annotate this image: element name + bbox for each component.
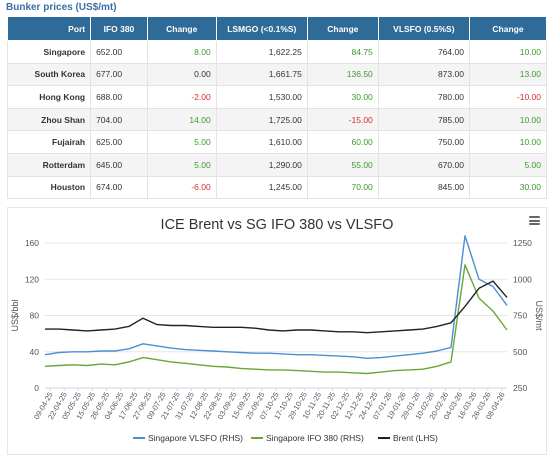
- legend-item: Singapore IFO 380 (RHS): [266, 433, 364, 443]
- vlsfo-cell: 670.00: [377, 152, 470, 177]
- vlsfo-change-cell: 10.00: [468, 130, 548, 154]
- vlsfo-cell: 764.00: [377, 40, 470, 64]
- lsmgo-cell: 1,530.00: [215, 85, 308, 109]
- vlsfo-cell: 785.00: [377, 107, 470, 132]
- bunker-prices-table: Port IFO 380 Change LSMGO (<0.1%S) Chang…: [6, 16, 548, 200]
- y-tick-left: 120: [25, 274, 39, 284]
- series-line-0[interactable]: [44, 235, 508, 360]
- table-row: Houston 674.00 -6.00 1,245.00 70.00 845.00 30.…: [6, 175, 548, 200]
- col-header-vlsfo-change[interactable]: Change: [468, 16, 548, 41]
- vlsfo-change-cell: 5.00: [468, 152, 548, 177]
- table-body: Singapore 652.00 8.00 1,622.25 84.75 764.00 10…: [6, 40, 548, 200]
- lsmgo-change-cell: 55.00: [306, 152, 379, 177]
- chart-title: ICE Brent vs SG IFO 380 vs VLSFO: [161, 217, 394, 233]
- legend-item: Brent (LHS): [393, 433, 438, 443]
- ifo380-cell: 688.00: [90, 85, 148, 109]
- y-tick-right: 1250: [513, 238, 532, 248]
- ifo380-cell: 704.00: [90, 107, 148, 132]
- col-header-lsmgo-change[interactable]: Change: [306, 16, 379, 41]
- y-tick-right: 750: [513, 311, 527, 321]
- line-chart: ICE Brent vs SG IFO 380 vs VLSFO 0 40 80 120…: [10, 217, 544, 443]
- lsmgo-change-cell: 136.50: [306, 62, 379, 87]
- y-axis-label-left: US$/bbl: [10, 299, 20, 331]
- vlsfo-change-cell: -10.00: [468, 85, 548, 109]
- table-header-row: Port IFO 380 Change LSMGO (<0.1%S) Chang…: [6, 16, 548, 41]
- port-cell: Zhou Shan: [6, 107, 92, 132]
- table-row: South Korea 677.00 0.00 1,661.75 136.50 873.0…: [6, 62, 548, 87]
- lsmgo-cell: 1,622.25: [215, 40, 308, 64]
- y-tick-right: 250: [513, 383, 527, 393]
- vlsfo-change-cell: 10.00: [468, 40, 548, 64]
- chart-container: ICE Brent vs SG IFO 380 vs VLSFO 0 40 80 120…: [7, 207, 547, 455]
- ifo380-change-cell: -2.00: [146, 85, 217, 109]
- ifo380-change-cell: 5.00: [146, 130, 217, 154]
- vlsfo-change-cell: 13.00: [468, 62, 548, 87]
- lsmgo-cell: 1,290.00: [215, 152, 308, 177]
- col-header-lsmgo[interactable]: LSMGO (<0.1%S): [215, 16, 308, 41]
- y-tick-left: 40: [30, 347, 40, 357]
- vlsfo-cell: 873.00: [377, 62, 470, 87]
- ifo380-cell: 652.00: [90, 40, 148, 64]
- ifo380-cell: 645.00: [90, 152, 148, 177]
- y-tick-left: 0: [34, 383, 39, 393]
- col-header-port[interactable]: Port: [6, 16, 92, 41]
- ifo380-cell: 674.00: [90, 175, 148, 200]
- port-cell: Singapore: [6, 40, 92, 64]
- series-line-2[interactable]: [45, 280, 508, 334]
- ifo380-cell: 677.00: [90, 62, 148, 87]
- y-tick-right: 500: [513, 347, 527, 357]
- ifo380-change-cell: 5.00: [146, 152, 217, 177]
- lsmgo-cell: 1,610.00: [215, 130, 308, 154]
- y-tick-right: 1000: [513, 274, 532, 284]
- page-title: Bunker prices (US$/mt): [6, 2, 117, 13]
- lsmgo-change-cell: -15.00: [306, 107, 379, 132]
- col-header-ifo380[interactable]: IFO 380: [90, 16, 148, 41]
- y-axis-label-right: US$/mt: [534, 300, 544, 331]
- ifo380-change-cell: 14.00: [146, 107, 217, 132]
- port-cell: Rotterdam: [6, 152, 92, 177]
- col-header-vlsfo[interactable]: VLSFO (0.5%S): [377, 16, 470, 41]
- lsmgo-cell: 1,245.00: [215, 175, 308, 200]
- port-cell: Fujairah: [6, 130, 92, 154]
- lsmgo-change-cell: 70.00: [306, 175, 379, 200]
- y-tick-left: 80: [30, 311, 40, 321]
- table-row: Singapore 652.00 8.00 1,622.25 84.75 764.00 10…: [6, 40, 548, 64]
- col-header-ifo-change[interactable]: Change: [146, 16, 217, 41]
- vlsfo-cell: 750.00: [377, 130, 470, 154]
- vlsfo-cell: 780.00: [377, 85, 470, 109]
- table-row: Rotterdam 645.00 5.00 1,290.00 55.00 670.00 5.…: [6, 152, 548, 177]
- vlsfo-cell: 845.00: [377, 175, 470, 200]
- table-row: Zhou Shan 704.00 14.00 1,725.00 -15.00 785.00…: [6, 107, 548, 132]
- lsmgo-cell: 1,725.00: [215, 107, 308, 132]
- lsmgo-change-cell: 84.75: [306, 40, 379, 64]
- table-row: Fujairah 625.00 5.00 1,610.00 60.00 750.00 10.…: [6, 130, 548, 154]
- legend-item: Singapore VLSFO (RHS): [148, 433, 243, 443]
- ifo380-cell: 625.00: [90, 130, 148, 154]
- chart-menu-icon[interactable]: [529, 216, 540, 225]
- vlsfo-change-cell: 30.00: [468, 175, 548, 200]
- port-cell: South Korea: [6, 62, 92, 87]
- lsmgo-change-cell: 30.00: [306, 85, 379, 109]
- table-row: Hong Kong 688.00 -2.00 1,530.00 30.00 780.00-…: [6, 85, 548, 109]
- ifo380-change-cell: 0.00: [146, 62, 217, 87]
- ifo380-change-cell: -6.00: [146, 175, 217, 200]
- port-cell: Hong Kong: [6, 85, 92, 109]
- ifo380-change-cell: 8.00: [146, 40, 217, 64]
- y-tick-left: 160: [25, 238, 39, 248]
- lsmgo-change-cell: 60.00: [306, 130, 379, 154]
- port-cell: Houston: [6, 175, 92, 200]
- lsmgo-cell: 1,661.75: [215, 62, 308, 87]
- vlsfo-change-cell: 10.00: [468, 107, 548, 132]
- series-line-1[interactable]: [44, 264, 508, 375]
